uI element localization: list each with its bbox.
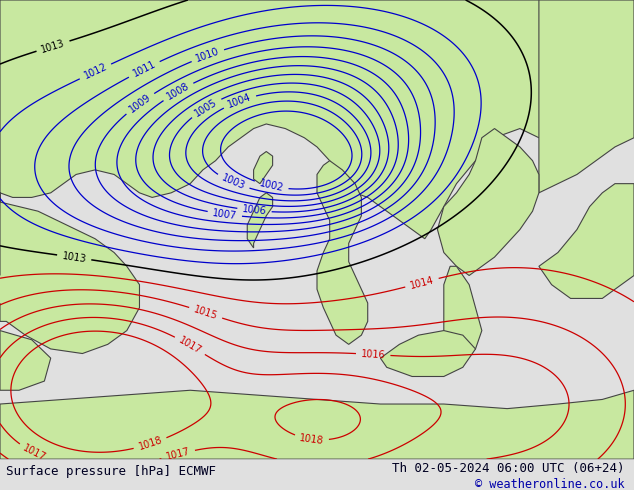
Text: 1017: 1017 <box>177 335 204 356</box>
Text: 1006: 1006 <box>242 204 267 217</box>
Text: 1017: 1017 <box>22 443 48 463</box>
Polygon shape <box>539 0 634 193</box>
Text: 1004: 1004 <box>226 92 253 110</box>
Text: 1018: 1018 <box>137 435 164 452</box>
Text: Surface pressure [hPa] ECMWF: Surface pressure [hPa] ECMWF <box>6 465 216 478</box>
Polygon shape <box>254 151 273 184</box>
Text: © weatheronline.co.uk: © weatheronline.co.uk <box>475 478 624 490</box>
Polygon shape <box>0 275 19 303</box>
Text: 1017: 1017 <box>165 446 191 462</box>
Text: 1002: 1002 <box>258 178 285 194</box>
Text: 1014: 1014 <box>409 275 435 291</box>
Text: 1010: 1010 <box>195 47 221 64</box>
Text: 1008: 1008 <box>165 81 191 102</box>
Text: 1016: 1016 <box>361 349 385 360</box>
Text: 1011: 1011 <box>131 59 157 79</box>
Text: 1007: 1007 <box>212 208 238 221</box>
Text: 1012: 1012 <box>82 62 108 81</box>
Polygon shape <box>444 266 482 358</box>
Polygon shape <box>437 128 539 275</box>
Polygon shape <box>317 161 368 344</box>
Polygon shape <box>380 331 476 376</box>
Text: Th 02-05-2024 06:00 UTC (06+24): Th 02-05-2024 06:00 UTC (06+24) <box>392 462 624 475</box>
Text: 1003: 1003 <box>220 173 247 192</box>
Polygon shape <box>247 193 273 248</box>
Text: 1013: 1013 <box>61 251 87 264</box>
Text: 1015: 1015 <box>193 304 219 321</box>
Polygon shape <box>0 202 139 353</box>
Polygon shape <box>0 390 634 459</box>
Text: 1005: 1005 <box>193 97 219 118</box>
Polygon shape <box>0 0 634 239</box>
Text: 1009: 1009 <box>127 92 153 115</box>
Polygon shape <box>0 331 51 390</box>
Text: 1013: 1013 <box>40 38 66 54</box>
Polygon shape <box>539 184 634 298</box>
Text: 1018: 1018 <box>299 433 325 446</box>
